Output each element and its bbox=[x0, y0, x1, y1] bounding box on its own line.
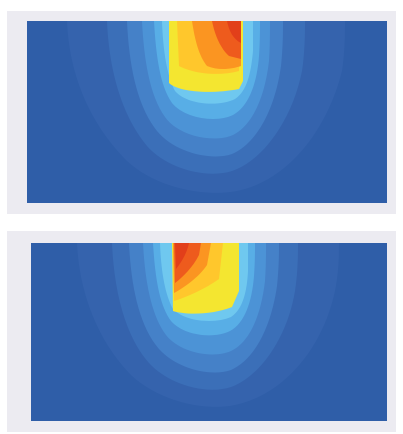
top-contour-plot bbox=[27, 21, 387, 203]
top-contour-panel-frame bbox=[7, 11, 396, 214]
bottom-contour-level-11 bbox=[175, 243, 189, 269]
bottom-contour-panel-frame bbox=[7, 231, 396, 432]
top-contour-level-11 bbox=[227, 21, 241, 43]
bottom-contour-plot bbox=[31, 243, 387, 421]
